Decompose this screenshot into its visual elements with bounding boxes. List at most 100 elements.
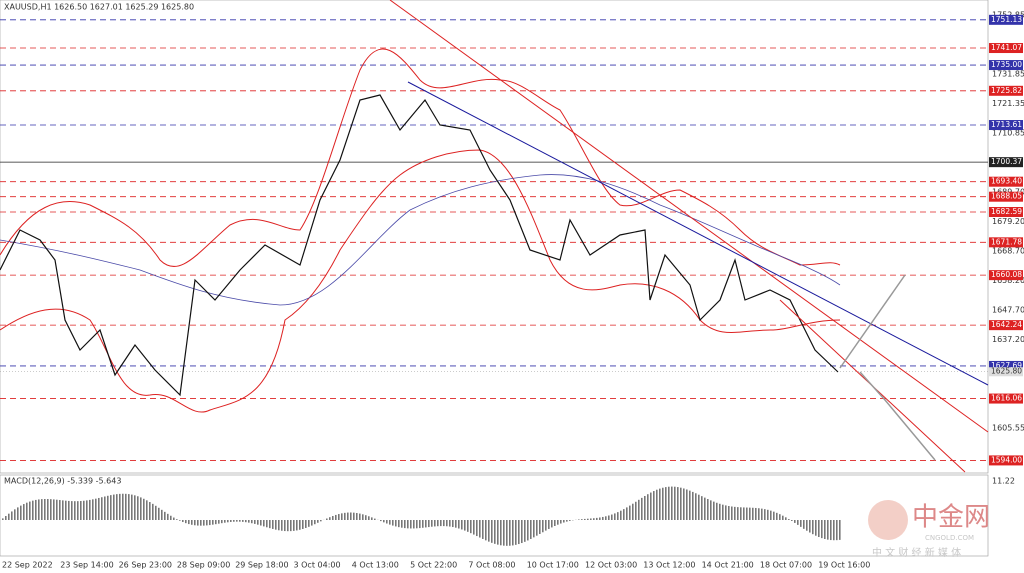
macd-bar [131, 494, 133, 520]
macd-bar [524, 520, 526, 542]
macd-bar [41, 499, 43, 520]
macd-bar [386, 520, 388, 524]
price-axis-label: 1710.85 [992, 128, 1024, 137]
macd-bar [407, 520, 409, 529]
symbol-header: XAUUSD,H1 1626.50 1627.01 1625.29 1625.8… [4, 3, 194, 12]
macd-bar [374, 518, 376, 520]
macd-bar [275, 520, 277, 530]
level-tag [989, 85, 1023, 96]
macd-bar [53, 499, 55, 520]
macd-bar [512, 520, 514, 546]
macd-bar [548, 520, 550, 529]
date-label: 13 Oct 12:00 [643, 561, 695, 570]
date-label: 12 Oct 03:00 [585, 561, 637, 570]
macd-bar [317, 520, 319, 523]
price-axis-label: 1668.70 [992, 246, 1024, 255]
macd-bar [728, 506, 730, 520]
level-label: 1616.06 [991, 394, 1022, 403]
macd-bar [305, 520, 307, 528]
macd-bar [338, 514, 340, 520]
date-label: 19 Oct 16:00 [818, 561, 870, 570]
macd-bar [824, 520, 826, 540]
level-label: 1688.05 [991, 192, 1022, 201]
date-label: 3 Oct 04:00 [294, 561, 341, 570]
macd-bar [320, 520, 322, 522]
macd-bar [236, 520, 238, 522]
macd-bar [449, 520, 451, 527]
macd-bar [95, 498, 97, 520]
macd-bar [518, 520, 520, 545]
macd-bar [140, 497, 142, 520]
macd-bar [764, 509, 766, 520]
macd-bar [56, 499, 58, 520]
macd-bar [599, 517, 601, 520]
macd-bar [194, 520, 196, 526]
macd-bar [239, 520, 241, 522]
level-label: 1594.00 [991, 455, 1022, 464]
macd-bar [284, 520, 286, 532]
bollinger-lower [0, 149, 841, 413]
macd-bar [11, 511, 13, 520]
macd-bar [506, 520, 508, 546]
macd-bar [839, 520, 841, 540]
macd-bar [677, 487, 679, 520]
macd-bar [491, 520, 493, 543]
macd-bar [614, 513, 616, 520]
macd-bar [83, 500, 85, 520]
level-label: 1741.07 [991, 43, 1022, 52]
macd-bar [428, 520, 430, 528]
price-axis-label: 1637.20 [992, 335, 1024, 344]
macd-bar [461, 520, 463, 530]
macd-bar [749, 507, 751, 520]
macd-bar [788, 519, 790, 520]
macd-bar [803, 520, 805, 529]
macd-bar [536, 520, 538, 536]
macd-bar [686, 489, 688, 520]
macd-bar [647, 494, 649, 520]
macd-bar [257, 520, 259, 525]
macd-bar [707, 499, 709, 520]
moving-average [0, 174, 841, 306]
macd-bar [311, 520, 313, 526]
macd-bar [212, 520, 214, 525]
macd-bar [623, 509, 625, 520]
macd-bar [593, 518, 595, 520]
macd-bar [209, 520, 211, 526]
macd-bar [299, 520, 301, 530]
macd-bar [293, 520, 295, 531]
main-pane [0, 0, 989, 474]
level-label: 1725.82 [991, 86, 1022, 95]
macd-bar [146, 500, 148, 520]
macd-bar [266, 520, 268, 528]
level-label: 1751.13 [991, 15, 1022, 24]
macd-bar [182, 520, 184, 523]
macd-bar [521, 520, 523, 544]
macd-bar [23, 504, 25, 520]
macd-bar [113, 494, 115, 520]
macd-bar [347, 512, 349, 520]
date-label: 5 Oct 22:00 [410, 561, 457, 570]
macd-bar [740, 507, 742, 520]
macd-bar [278, 520, 280, 531]
macd-bar [791, 520, 793, 521]
macd-bar [137, 496, 139, 520]
macd-bar [251, 520, 253, 524]
macd-histogram [2, 486, 841, 546]
macd-bar [32, 500, 34, 520]
level-tag [989, 360, 1023, 371]
macd-bar [302, 520, 304, 529]
macd-bar [734, 506, 736, 520]
macd-bar [716, 502, 718, 520]
macd-bar [470, 520, 472, 534]
macd-bar [590, 518, 592, 520]
watermark-logo: 中金网 [912, 503, 990, 533]
date-label: 22 Sep 2022 [2, 561, 53, 570]
macd-bar [170, 515, 172, 520]
macd-bar [485, 520, 487, 541]
scenario-arrow-up [839, 274, 906, 369]
macd-bar [77, 501, 79, 520]
macd-bar [92, 499, 94, 520]
macd-bar [704, 497, 706, 520]
macd-bar [635, 501, 637, 520]
